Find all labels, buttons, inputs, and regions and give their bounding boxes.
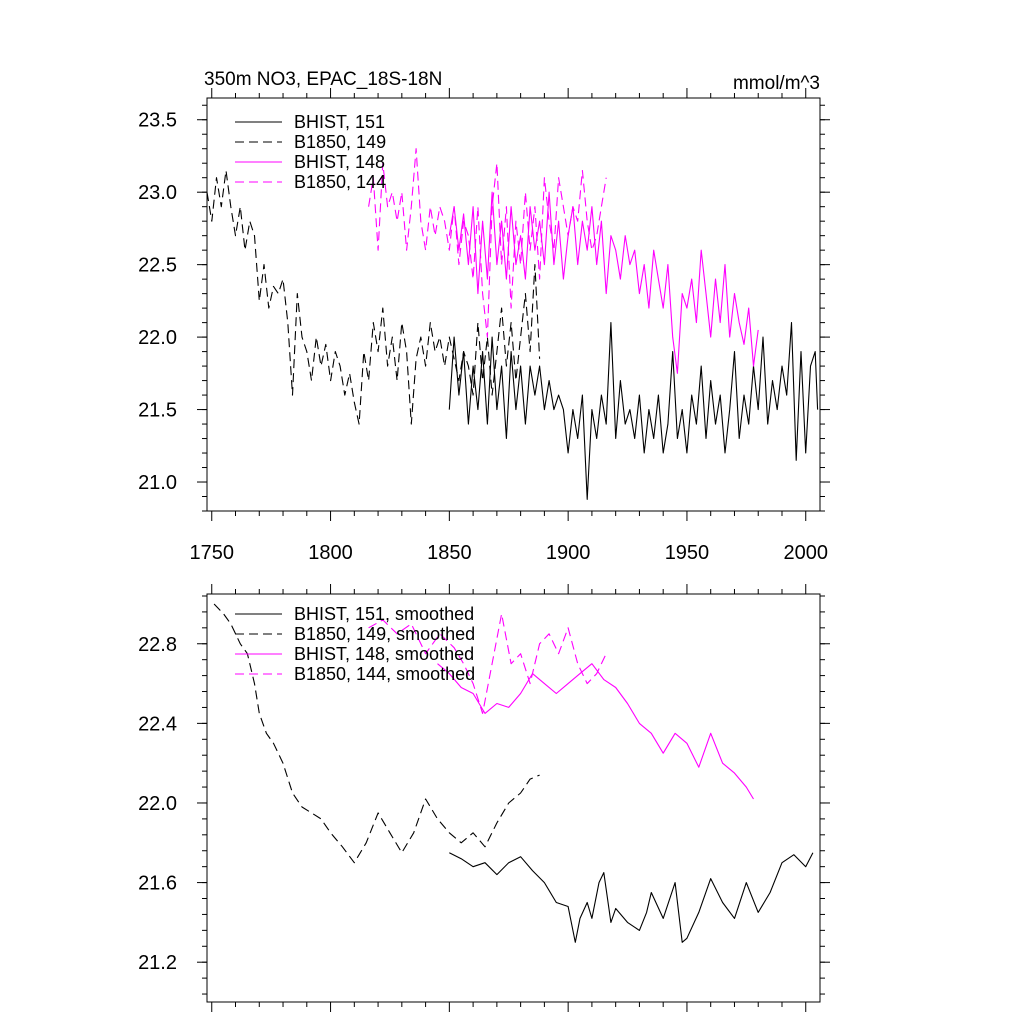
top-x-tick-label: 1900 — [546, 542, 591, 564]
bottom-y-tick-label: 21.6 — [138, 873, 177, 895]
bottom-legend-label-1: B1850, 149, smoothed — [294, 624, 475, 644]
top-series-group — [206, 148, 819, 500]
top-legend-label-1: B1850, 149 — [294, 132, 386, 152]
bottom-y-tick-label: 21.2 — [138, 952, 177, 974]
top-y-tick-label: 22.0 — [138, 327, 177, 349]
bottom-legend-label-2: BHIST, 148, smoothed — [294, 644, 474, 664]
bottom-plot-frame — [206, 593, 821, 1003]
units-label: mmol/m^3 — [733, 73, 820, 94]
bottom-legend-label-0: BHIST, 151, smoothed — [294, 604, 474, 624]
top-legend-label-0: BHIST, 151 — [294, 112, 385, 132]
top-y-tick-label: 21.0 — [138, 472, 177, 494]
top-plot-frame — [206, 97, 821, 512]
bottom-y-tick-label: 22.0 — [138, 793, 177, 815]
bottom-series-line-2 — [437, 663, 754, 800]
top-x-tick-label: 1950 — [665, 542, 710, 564]
top-x-tick-label: 1850 — [427, 542, 472, 564]
chart-title: 350m NO3, EPAC_18S-18N — [204, 69, 442, 90]
bottom-legend-label-3: B1850, 144, smoothed — [294, 664, 475, 684]
top-x-tick-label: 1800 — [308, 542, 353, 564]
top-legend-label-3: B1850, 144 — [294, 172, 386, 192]
bottom-series-line-1 — [213, 603, 540, 864]
bottom-axis-ticks: 21.2 21.6 22.0 22.4 22.8 — [138, 584, 830, 1012]
bottom-series-group — [213, 603, 814, 943]
top-series-line-0 — [448, 322, 819, 500]
top-y-tick-label: 21.5 — [138, 400, 177, 422]
top-panel: 1750 1800 1850 1900 1950 2000 21.0 21.5 22.0 22.5… — [138, 88, 830, 564]
bottom-series-line-0 — [449, 852, 814, 943]
top-x-tick-label: 1750 — [190, 542, 235, 564]
bottom-y-tick-label: 22.4 — [138, 713, 177, 735]
top-series-line-1 — [206, 169, 541, 425]
top-x-tick-label: 2000 — [783, 542, 828, 564]
top-series-line-2 — [448, 191, 759, 374]
top-series-line-3 — [368, 148, 607, 338]
top-y-tick-label: 23.0 — [138, 182, 177, 204]
top-y-tick-label: 22.5 — [138, 255, 177, 277]
top-axis-ticks: 1750 1800 1850 1900 1950 2000 21.0 21.5 22.0 22.5… — [138, 88, 830, 564]
top-legend-label-2: BHIST, 148 — [294, 152, 385, 172]
bottom-panel: 21.2 21.6 22.0 22.4 22.8 BHIST, 151, smoothe… — [138, 584, 830, 1012]
top-y-tick-label: 23.5 — [138, 110, 177, 132]
bottom-y-tick-label: 22.8 — [138, 634, 177, 656]
bottom-series-line-3 — [368, 613, 607, 714]
